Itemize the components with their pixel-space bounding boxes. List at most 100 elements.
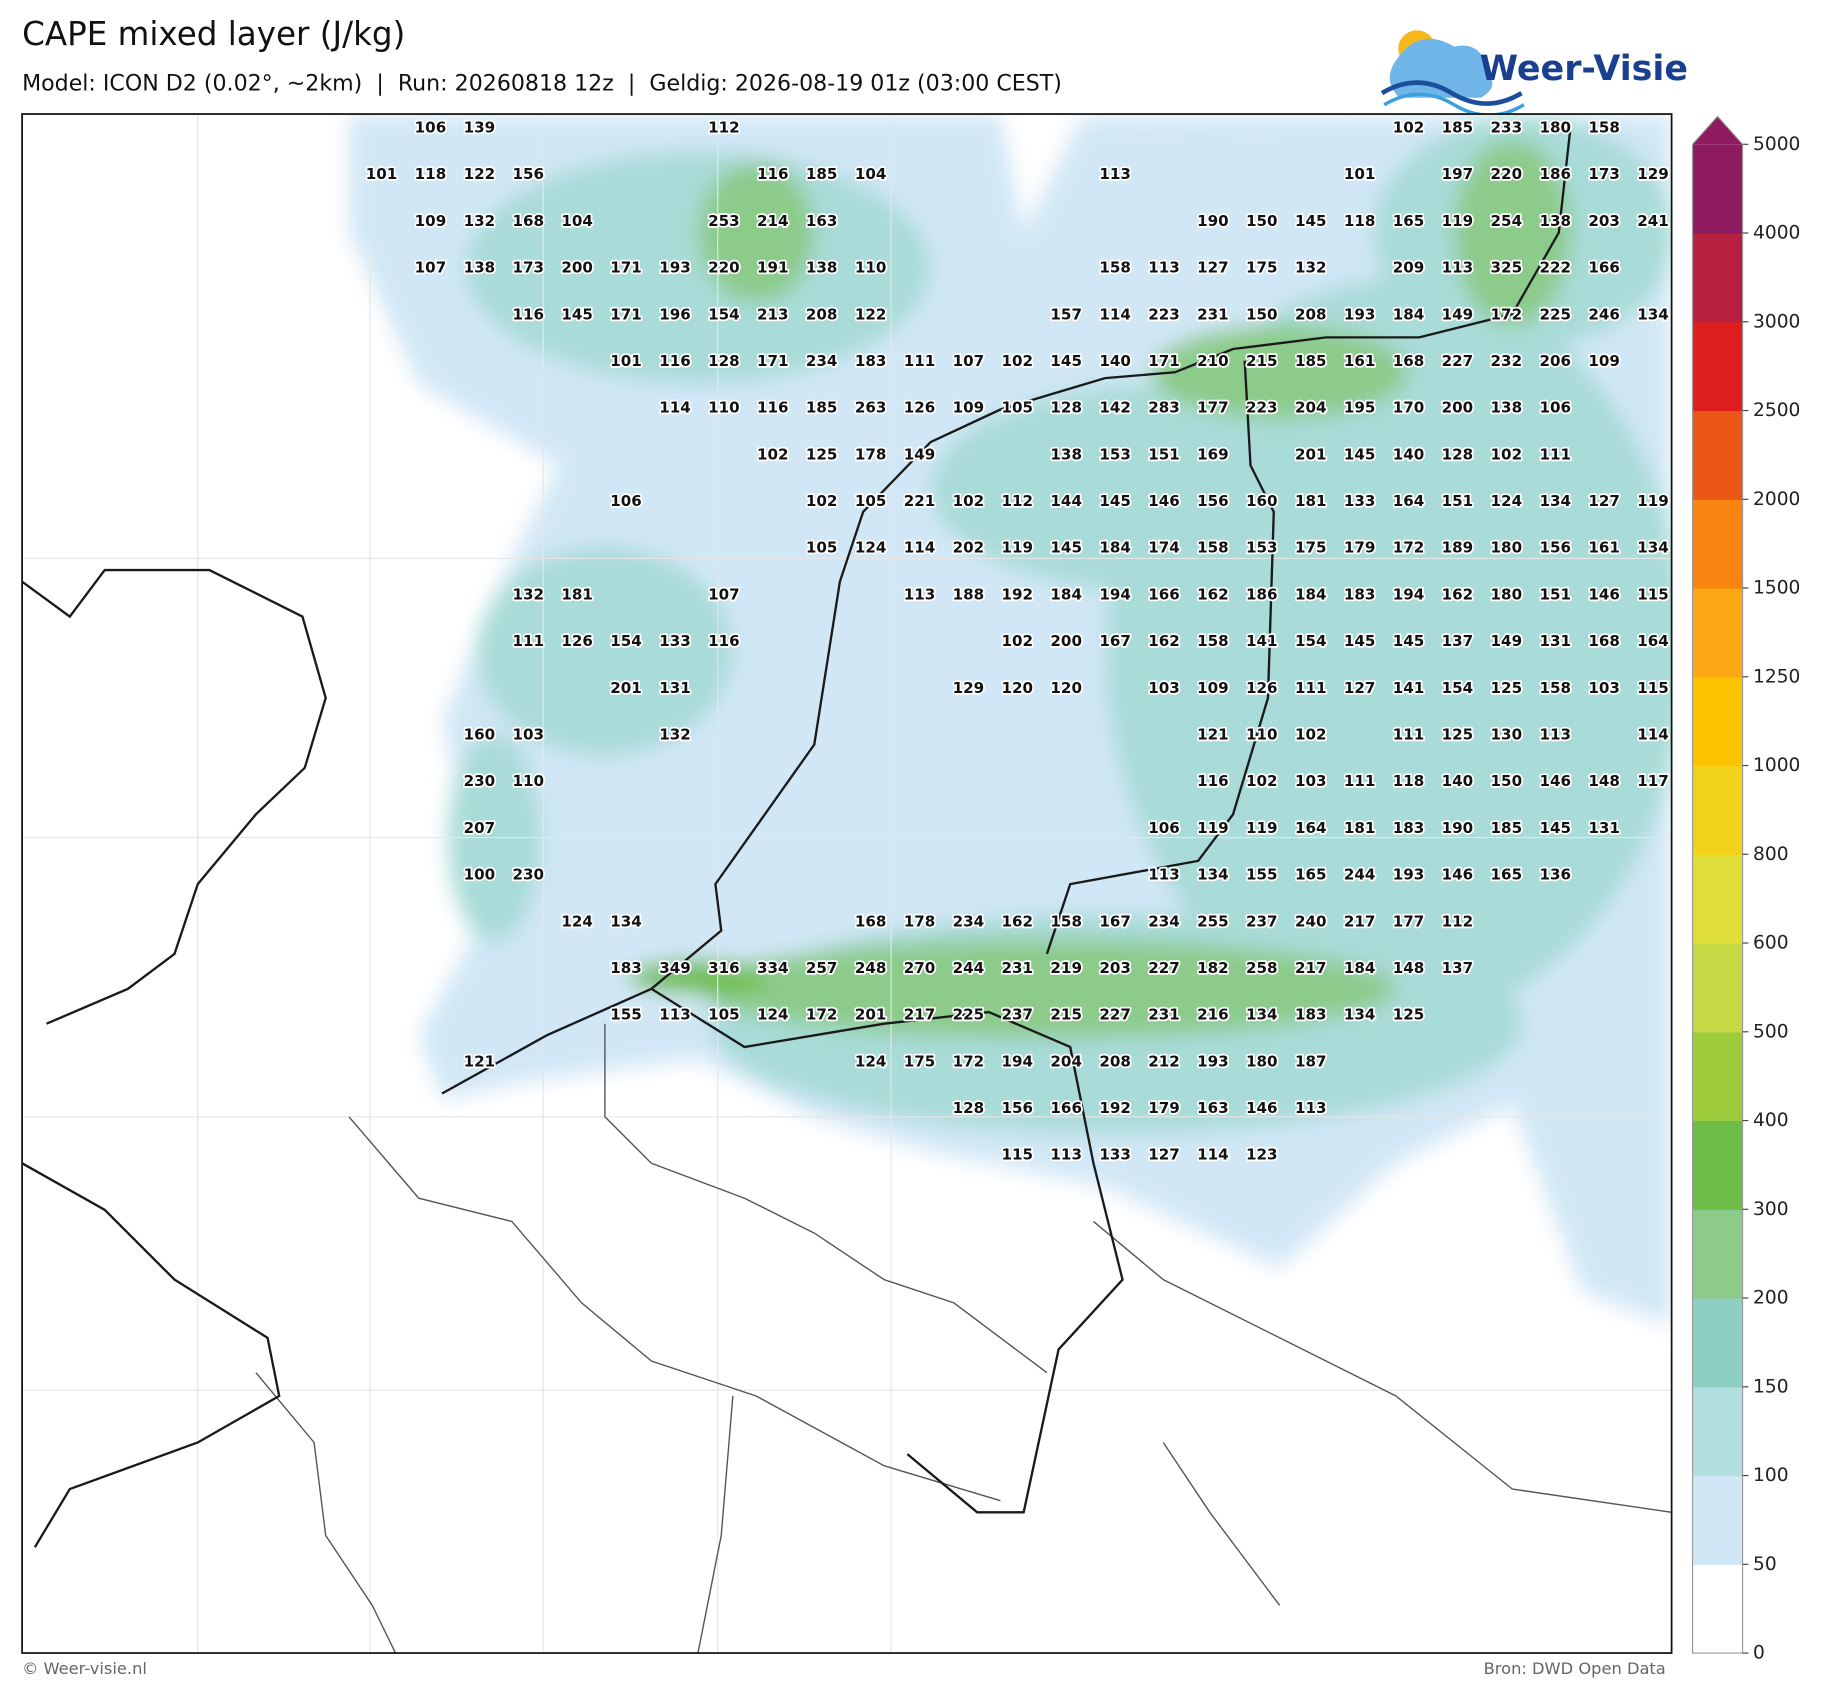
cape-value: 101 [366, 165, 398, 183]
colorbar-tick-label: 4000 [1753, 223, 1800, 244]
cape-value: 217 [1344, 912, 1376, 930]
borders [255, 1023, 1672, 1654]
cape-value: 237 [1002, 1006, 1034, 1024]
cape-value: 127 [1344, 679, 1376, 697]
cape-value: 104 [561, 212, 593, 230]
cape-value: 111 [512, 632, 544, 650]
cape-value: 114 [1197, 1146, 1229, 1164]
cape-value: 117 [1637, 772, 1669, 790]
cape-value: 253 [708, 212, 740, 230]
colorbar-band [1692, 765, 1743, 855]
cape-value: 208 [1295, 305, 1327, 323]
cape-value: 182 [1197, 959, 1229, 977]
subtitle: Model: ICON D2 (0.02°, ~2km) | Run: 2026… [22, 70, 1062, 96]
cape-value: 270 [904, 959, 936, 977]
colorbar-tick-label: 300 [1753, 1199, 1789, 1220]
cape-value: 145 [1295, 212, 1327, 230]
cape-value: 107 [708, 585, 740, 603]
cape-value: 131 [659, 679, 691, 697]
cape-value: 258 [1246, 959, 1278, 977]
cape-value: 106 [610, 492, 642, 510]
cape-value: 165 [1295, 866, 1327, 884]
cape-value: 165 [1491, 866, 1523, 884]
cape-value: 118 [1344, 212, 1376, 230]
cape-value: 119 [1246, 819, 1278, 837]
cape-value: 174 [1148, 539, 1180, 557]
cape-value: 114 [904, 539, 936, 557]
cape-value: 168 [512, 212, 544, 230]
cape-value: 149 [1491, 632, 1523, 650]
cape-value: 102 [806, 492, 838, 510]
cape-value: 192 [1099, 1099, 1131, 1117]
cape-value: 175 [904, 1052, 936, 1070]
cape-value: 156 [1197, 492, 1229, 510]
cape-value: 138 [1050, 445, 1082, 463]
cape-value: 185 [1295, 352, 1327, 370]
cape-value: 153 [1246, 539, 1278, 557]
cape-value: 102 [1002, 632, 1034, 650]
cape-value: 240 [1295, 912, 1327, 930]
colorbar-tick-label: 400 [1753, 1110, 1789, 1131]
cape-value: 151 [1442, 492, 1474, 510]
cape-value: 149 [1442, 305, 1474, 323]
cape-value: 248 [855, 959, 887, 977]
cape-value: 120 [1002, 679, 1034, 697]
cape-value: 116 [757, 165, 789, 183]
cape-value: 111 [1344, 772, 1376, 790]
cape-value: 110 [1246, 726, 1278, 744]
cape-value: 184 [1050, 585, 1082, 603]
cape-value: 145 [1393, 632, 1425, 650]
cape-value: 230 [512, 866, 544, 884]
cape-value: 183 [610, 959, 642, 977]
cape-value: 183 [855, 352, 887, 370]
cape-value: 154 [1295, 632, 1327, 650]
cape-value: 105 [855, 492, 887, 510]
cape-value: 181 [1295, 492, 1327, 510]
cape-value: 156 [512, 165, 544, 183]
cape-value: 244 [953, 959, 985, 977]
cape-value: 119 [1442, 212, 1474, 230]
cape-value: 134 [1637, 305, 1669, 323]
cape-value: 114 [659, 399, 691, 417]
cape-value: 119 [1002, 539, 1034, 557]
colorbar-band [1692, 1031, 1743, 1122]
cape-value: 134 [1246, 1006, 1278, 1024]
cape-value: 134 [1637, 539, 1669, 557]
cape-value: 178 [904, 912, 936, 930]
cape-value: 192 [1002, 585, 1034, 603]
cape-value: 201 [1295, 445, 1327, 463]
colorbar-band [1692, 1564, 1743, 1654]
cape-value: 185 [806, 399, 838, 417]
cape-value: 158 [1588, 119, 1620, 137]
cape-value: 193 [1393, 866, 1425, 884]
cape-value: 101 [1344, 165, 1376, 183]
cape-value: 168 [1588, 632, 1620, 650]
cape-value: 118 [415, 165, 447, 183]
cape-value: 113 [1442, 259, 1474, 277]
colorbar-band [1692, 1475, 1743, 1565]
cape-value: 172 [1491, 305, 1523, 323]
cape-value: 185 [1491, 819, 1523, 837]
colorbar-tick-label: 5000 [1753, 134, 1800, 155]
colorbar-tick-label: 600 [1753, 933, 1789, 954]
cape-value: 105 [1002, 399, 1034, 417]
cape-value: 171 [610, 305, 642, 323]
cape-value: 141 [1393, 679, 1425, 697]
cape-value: 178 [855, 445, 887, 463]
cape-value: 164 [1637, 632, 1669, 650]
cape-value: 237 [1246, 912, 1278, 930]
cape-value: 162 [1148, 632, 1180, 650]
cape-value: 170 [1393, 399, 1425, 417]
cape-value: 144 [1050, 492, 1082, 510]
cape-value: 140 [1442, 772, 1474, 790]
cape-value: 114 [1637, 726, 1669, 744]
cape-value: 119 [1197, 819, 1229, 837]
cape-value: 158 [1050, 912, 1082, 930]
cape-value: 177 [1393, 912, 1425, 930]
cape-value: 105 [806, 539, 838, 557]
cape-value: 107 [415, 259, 447, 277]
cape-value: 156 [1539, 539, 1571, 557]
cape-value: 200 [1442, 399, 1474, 417]
cape-value: 146 [1442, 866, 1474, 884]
cape-value: 201 [610, 679, 642, 697]
